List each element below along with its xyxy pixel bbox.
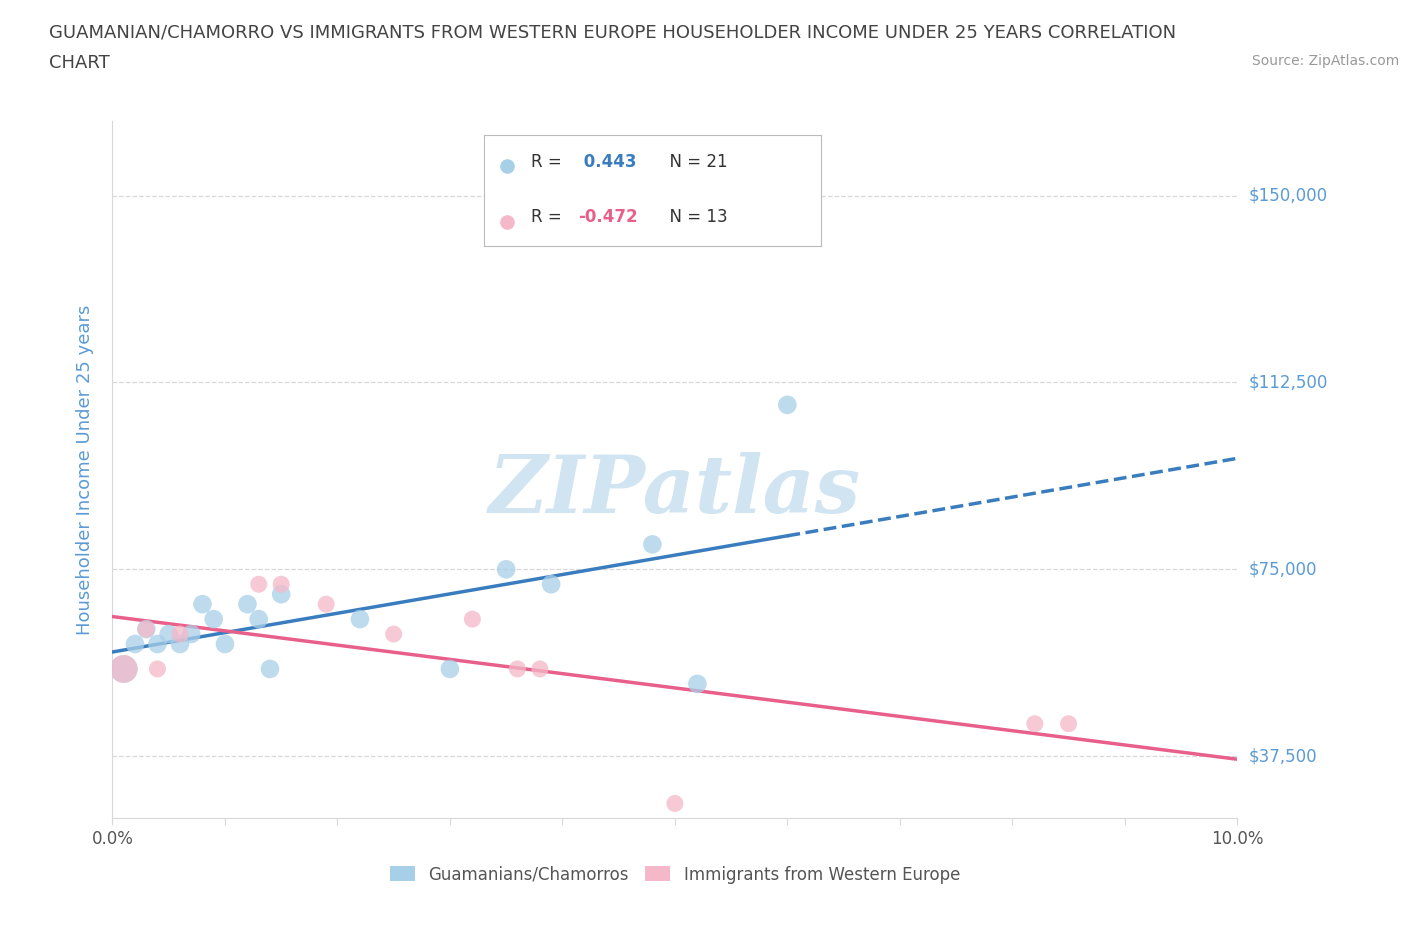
Point xyxy=(112,661,135,676)
Y-axis label: Householder Income Under 25 years: Householder Income Under 25 years xyxy=(76,304,94,635)
Text: $37,500: $37,500 xyxy=(1249,747,1317,765)
Point xyxy=(180,627,202,642)
Point xyxy=(214,637,236,652)
Point xyxy=(686,676,709,691)
Point xyxy=(259,661,281,676)
Text: $150,000: $150,000 xyxy=(1249,187,1327,205)
Point xyxy=(1057,716,1080,731)
Point xyxy=(135,621,157,636)
Point xyxy=(495,562,517,577)
Point xyxy=(540,577,562,591)
Point xyxy=(506,661,529,676)
Point xyxy=(529,661,551,676)
Point xyxy=(202,612,225,627)
Point xyxy=(157,627,180,642)
Point xyxy=(664,796,686,811)
Point xyxy=(169,627,191,642)
Text: CHART: CHART xyxy=(49,54,110,72)
Point xyxy=(439,661,461,676)
Text: $112,500: $112,500 xyxy=(1249,374,1327,392)
Point xyxy=(146,661,169,676)
Point xyxy=(124,637,146,652)
Legend: Guamanians/Chamorros, Immigrants from Western Europe: Guamanians/Chamorros, Immigrants from We… xyxy=(382,859,967,890)
Point xyxy=(135,621,157,636)
Point xyxy=(270,587,292,602)
Point xyxy=(315,597,337,612)
Point xyxy=(146,637,169,652)
Text: ZIPatlas: ZIPatlas xyxy=(489,452,860,529)
Point xyxy=(461,612,484,627)
Point xyxy=(776,397,799,412)
Point xyxy=(1024,716,1046,731)
Point xyxy=(169,637,191,652)
Point xyxy=(641,537,664,551)
Point xyxy=(191,597,214,612)
Point xyxy=(112,661,135,676)
Text: $75,000: $75,000 xyxy=(1249,560,1317,578)
Point xyxy=(349,612,371,627)
Point xyxy=(236,597,259,612)
Point xyxy=(247,577,270,591)
Point xyxy=(247,612,270,627)
Text: GUAMANIAN/CHAMORRO VS IMMIGRANTS FROM WESTERN EUROPE HOUSEHOLDER INCOME UNDER 25: GUAMANIAN/CHAMORRO VS IMMIGRANTS FROM WE… xyxy=(49,23,1177,41)
Text: Source: ZipAtlas.com: Source: ZipAtlas.com xyxy=(1251,54,1399,68)
Point xyxy=(382,627,405,642)
Point xyxy=(270,577,292,591)
